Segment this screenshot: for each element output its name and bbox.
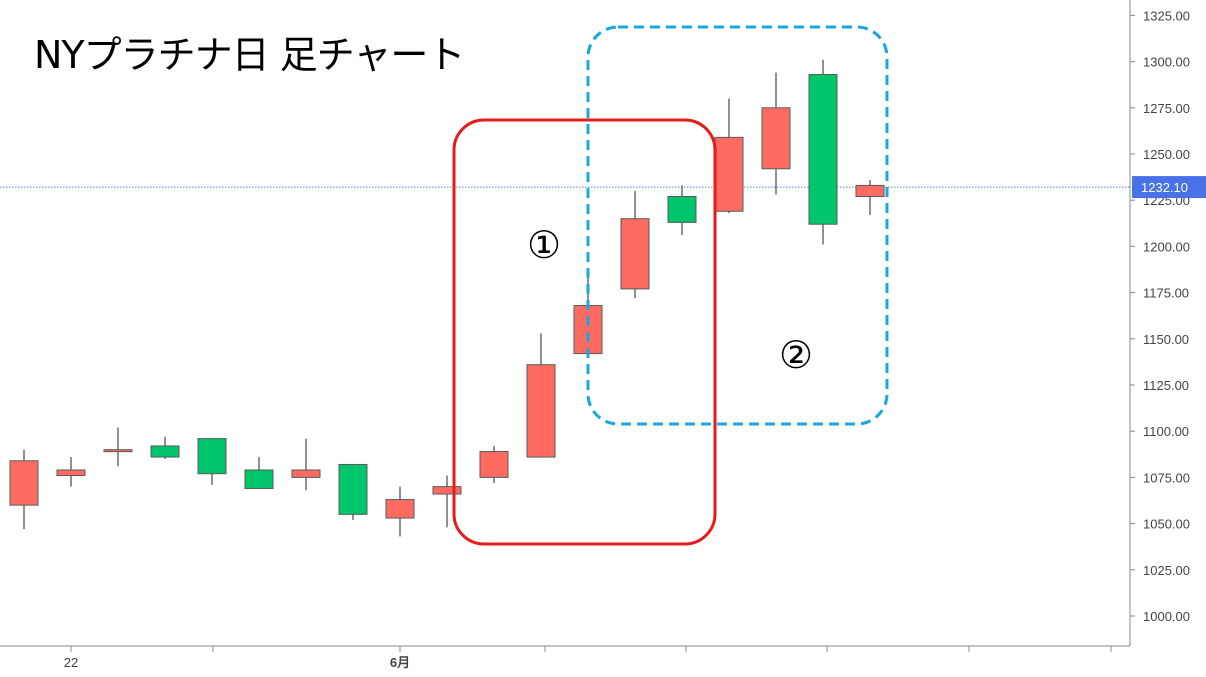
candle-body (526, 364, 556, 458)
candle (526, 333, 556, 458)
y-tick-label: 1150.00 (1143, 332, 1189, 347)
candle-body (714, 136, 744, 212)
candle (150, 436, 180, 459)
y-tick-label: 1325.00 (1143, 8, 1190, 23)
current-price-tag: 1232.10 (1132, 176, 1206, 199)
candle-body (150, 445, 180, 458)
y-tick-label: 1300.00 (1143, 55, 1190, 70)
y-tick-label: 1125.00 (1143, 378, 1189, 393)
candles-layer (9, 59, 885, 537)
x-tick-label: 6月 (390, 655, 410, 670)
candle (9, 449, 39, 530)
annotation-label-1: ① (527, 223, 561, 267)
candle (432, 475, 462, 528)
candle (56, 457, 86, 487)
candle-body (9, 460, 39, 506)
candle (855, 179, 885, 215)
annotation-label-2: ② (779, 333, 813, 377)
y-tick-label: 1000.00 (1143, 609, 1190, 624)
candle (385, 486, 415, 537)
candle-body (761, 107, 791, 170)
candle (479, 445, 509, 483)
candle-body (432, 486, 462, 495)
y-tick-label: 1275.00 (1143, 101, 1190, 116)
price-tag-label: 1232.10 (1141, 180, 1188, 195)
price-tag-bg (1132, 176, 1206, 199)
x-tick-label: 22 (64, 655, 78, 670)
annotation-layer: ①② (452, 25, 889, 546)
candle-body (338, 463, 368, 515)
annotation-box-2 (586, 25, 889, 426)
candle-body (197, 438, 227, 475)
candle (714, 98, 744, 214)
y-tick-label: 1050.00 (1143, 517, 1190, 532)
candle-body (573, 305, 603, 355)
candle-body (291, 469, 321, 478)
chart-title: NYプラチナ日 足チャート (34, 33, 465, 77)
candle-body (244, 469, 274, 489)
candle (244, 457, 274, 489)
candle-body (103, 449, 133, 453)
candle (808, 59, 838, 245)
y-tick-label: 1250.00 (1143, 147, 1190, 162)
y-tick-label: 1025.00 (1143, 563, 1190, 578)
candle-body (385, 499, 415, 519)
candle-body (479, 451, 509, 478)
candle (197, 438, 227, 485)
candle-body (855, 184, 885, 198)
candle-body (56, 469, 86, 477)
candle-body (620, 218, 650, 290)
candle (667, 185, 697, 236)
y-tick-label: 1175.00 (1143, 286, 1189, 301)
candle (338, 463, 368, 520)
y-tick-label: 1100.00 (1143, 424, 1189, 439)
candle (620, 190, 650, 299)
candle (291, 438, 321, 491)
y-tick-label: 1200.00 (1143, 239, 1190, 254)
candle-body (808, 74, 838, 225)
y-tick-label: 1075.00 (1143, 470, 1190, 485)
candle (761, 72, 791, 195)
annotation-box-1 (452, 118, 717, 546)
candle (103, 427, 133, 467)
candle-body (667, 196, 697, 223)
